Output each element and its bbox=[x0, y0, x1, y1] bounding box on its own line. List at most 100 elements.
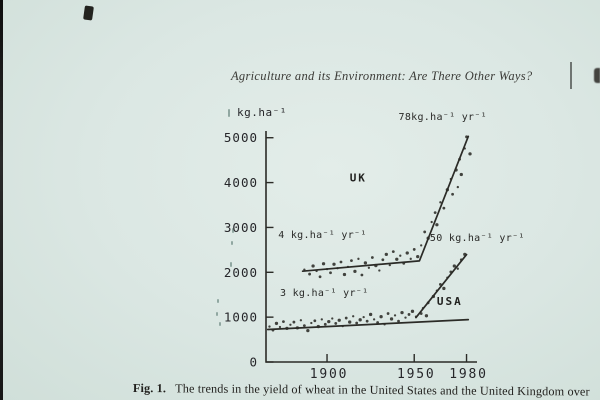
scatter-point-uk bbox=[321, 262, 326, 266]
trend-line-usa bbox=[415, 253, 468, 319]
scatter-point-uk bbox=[315, 269, 318, 273]
scan-edge-strip bbox=[0, 0, 3, 400]
scan-speck bbox=[219, 322, 221, 326]
scatter-point-usa bbox=[362, 315, 365, 319]
scatter-point-usa bbox=[295, 326, 300, 330]
scatter-point-usa bbox=[337, 318, 341, 322]
scatter-point-uk bbox=[363, 261, 368, 265]
scatter-point-usa bbox=[299, 319, 303, 322]
figure-caption-text: The trends in the yield of wheat in the … bbox=[175, 381, 590, 399]
scatter-point-usa bbox=[341, 324, 344, 328]
scatter-point-uk bbox=[346, 265, 350, 269]
y-tick-label: 0 bbox=[249, 355, 258, 370]
scatter-point-uk bbox=[439, 201, 442, 204]
y-tick-label: 5000 bbox=[224, 130, 258, 145]
scatter-point-uk bbox=[463, 147, 466, 150]
figure-caption-label: Fig. 1. bbox=[132, 381, 167, 396]
scatter-point-uk bbox=[399, 254, 402, 257]
scan-speck bbox=[231, 241, 233, 245]
scatter-point-uk bbox=[395, 257, 399, 261]
y-tick-label: 1000 bbox=[224, 310, 258, 325]
y-axis-title: kg.ha⁻¹ bbox=[237, 106, 287, 119]
scatter-point-usa bbox=[372, 318, 376, 321]
scatter-point-uk bbox=[445, 188, 450, 192]
scatter-point-uk bbox=[336, 267, 339, 270]
scatter-point-uk bbox=[459, 172, 463, 177]
scatter-point-uk bbox=[409, 257, 412, 260]
scan-speck bbox=[230, 262, 232, 267]
scan-speck bbox=[216, 312, 218, 316]
scatter-point-usa bbox=[316, 324, 320, 329]
scatter-point-uk bbox=[391, 250, 395, 254]
scatter-point-uk bbox=[318, 275, 322, 279]
scatter-point-uk bbox=[423, 230, 427, 234]
scatter-point-uk bbox=[332, 262, 336, 266]
scatter-point-uk bbox=[412, 248, 416, 251]
series-label-uk: UK bbox=[350, 172, 367, 185]
scatter-point-uk bbox=[454, 168, 458, 172]
x-tick-label: 1950 bbox=[397, 367, 436, 382]
scatter-point-uk bbox=[339, 260, 343, 264]
scatter-point-uk bbox=[360, 273, 364, 277]
scatter-point-usa bbox=[404, 316, 407, 319]
scatter-point-usa bbox=[386, 312, 390, 315]
slope-annotation: 50 kg.ha⁻¹ yr⁻¹ bbox=[430, 233, 525, 244]
scatter-point-usa bbox=[446, 276, 449, 279]
scatter-point-uk bbox=[374, 263, 378, 268]
x-tick-label: 1900 bbox=[310, 367, 349, 382]
scatter-point-uk bbox=[451, 192, 454, 196]
scatter-point-usa bbox=[320, 318, 323, 321]
y-tick-label: 2000 bbox=[224, 265, 258, 280]
scatter-point-usa bbox=[379, 315, 383, 319]
scatter-point-usa bbox=[365, 319, 369, 323]
scatter-point-usa bbox=[352, 315, 355, 318]
slope-annotation: 78kg.ha⁻¹ yr⁻¹ bbox=[399, 112, 488, 123]
scatter-point-usa bbox=[344, 316, 348, 320]
scatter-point-usa bbox=[334, 322, 338, 325]
scatter-point-usa bbox=[421, 307, 425, 310]
scatter-point-usa bbox=[383, 323, 386, 326]
scatter-point-uk bbox=[433, 211, 437, 215]
scatter-point-uk bbox=[468, 152, 472, 156]
scatter-point-uk bbox=[311, 264, 315, 268]
scatter-point-uk bbox=[420, 244, 423, 247]
scatter-point-uk bbox=[430, 220, 433, 224]
scatter-point-uk bbox=[381, 258, 385, 262]
y-tick-label: 4000 bbox=[224, 175, 258, 190]
scatter-point-uk bbox=[416, 254, 420, 259]
scatter-point-uk bbox=[405, 251, 409, 255]
scatter-point-usa bbox=[435, 289, 439, 292]
scatter-point-uk bbox=[350, 259, 353, 263]
scatter-point-usa bbox=[355, 321, 359, 325]
scatter-point-usa bbox=[292, 320, 296, 324]
scatter-point-usa bbox=[282, 320, 285, 324]
scatter-point-uk bbox=[456, 185, 459, 189]
scatter-point-usa bbox=[289, 323, 292, 326]
scatter-point-uk bbox=[370, 256, 374, 259]
scatter-point-usa bbox=[327, 319, 331, 324]
scatter-point-uk bbox=[353, 269, 357, 274]
scatter-point-uk bbox=[325, 268, 329, 271]
scatter-point-usa bbox=[302, 324, 306, 328]
scatter-point-usa bbox=[278, 325, 282, 329]
scatter-point-uk bbox=[384, 252, 388, 256]
trend-line-usa bbox=[266, 318, 470, 331]
scatter-point-usa bbox=[274, 321, 279, 326]
scatter-point-uk bbox=[402, 261, 406, 265]
scatter-point-usa bbox=[414, 315, 418, 318]
scatter-point-usa bbox=[313, 319, 317, 323]
scan-speck bbox=[232, 228, 234, 233]
running-header: Agriculture and its Environment: Are The… bbox=[231, 69, 533, 83]
scatter-point-uk bbox=[342, 272, 347, 277]
scatter-point-uk bbox=[426, 236, 430, 240]
slope-annotation: 3 kg.ha⁻¹ yr⁻¹ bbox=[280, 288, 369, 299]
scatter-point-usa bbox=[393, 314, 397, 317]
scatter-point-usa bbox=[424, 314, 429, 318]
scatter-point-uk bbox=[357, 257, 360, 260]
scatter-point-usa bbox=[438, 283, 442, 286]
scatter-point-usa bbox=[431, 294, 436, 299]
x-tick-label: 1980 bbox=[449, 367, 488, 382]
scatter-point-usa bbox=[452, 264, 456, 268]
scatter-point-uk bbox=[442, 206, 446, 210]
